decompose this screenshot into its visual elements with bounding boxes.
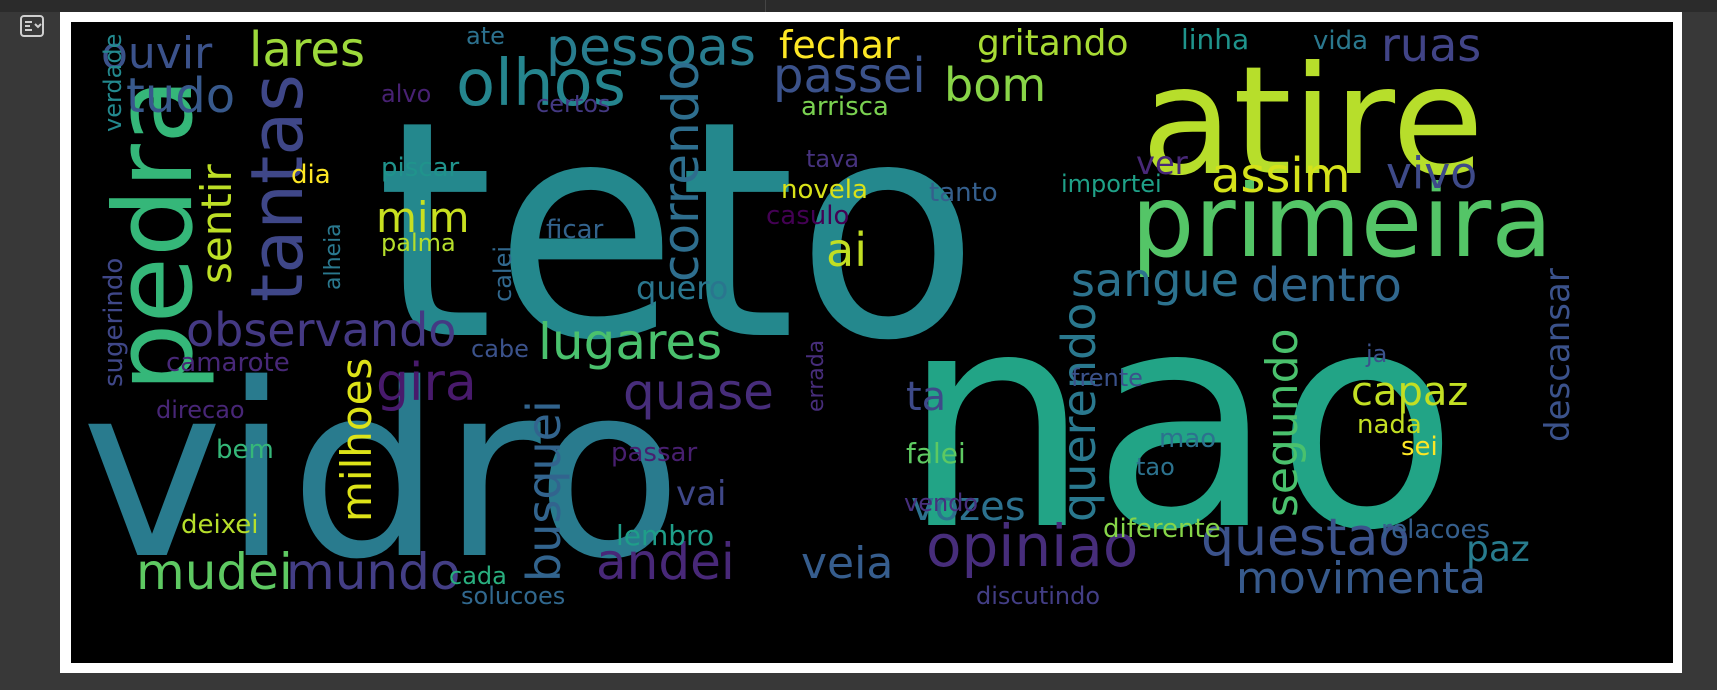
word-mundo: mundo: [286, 543, 461, 601]
word-assim: assim: [1211, 148, 1351, 204]
word-primeira: primeira: [1131, 163, 1553, 280]
word-quero: quero: [636, 269, 729, 307]
word-vendo: vendo: [904, 489, 979, 517]
word-teto: teto: [376, 57, 980, 406]
word-casulo: casulo: [766, 201, 850, 231]
word-milhoes: milhoes: [332, 357, 381, 522]
word-movimenta: movimenta: [1236, 553, 1487, 604]
word-ate: ate: [466, 22, 505, 50]
word-relacoes: relacoes: [1381, 515, 1491, 545]
word-quase: quase: [623, 363, 774, 421]
toolbar-segment: [0, 0, 766, 12]
word-palma: palma: [381, 229, 456, 257]
word-arrisca: arrisca: [801, 92, 889, 122]
word-ja: ja: [1366, 340, 1388, 368]
word-lares: lares: [249, 22, 365, 78]
word-diferente: diferente: [1103, 514, 1221, 544]
word-olhos: olhos: [456, 47, 626, 121]
word-lugares: lugares: [538, 313, 723, 371]
word-vozes: vozes: [911, 484, 1026, 530]
word-questao: questao: [1201, 508, 1411, 568]
word-verdade: verdade: [99, 33, 127, 132]
word-alvo: alvo: [381, 80, 432, 108]
word-ouvir: ouvir: [101, 28, 213, 79]
word-fechar: fechar: [779, 23, 900, 67]
word-vivo: vivo: [1386, 148, 1478, 199]
word-passei: passei: [773, 48, 926, 104]
word-falei: falei: [906, 437, 966, 470]
word-cada: cada: [449, 562, 507, 590]
word-mim: mim: [376, 193, 470, 242]
word-piscar: piscar: [381, 153, 460, 183]
word-paz: paz: [1466, 529, 1530, 570]
word-camarote: camarote: [166, 348, 290, 378]
word-observando: observando: [186, 303, 457, 357]
word-sentir: sentir: [192, 164, 241, 284]
word-passar: passar: [611, 438, 698, 468]
word-cloud-image: teto nao vidro atire primeira pedra tantas olho…: [71, 22, 1673, 663]
word-capaz: capaz: [1351, 369, 1469, 415]
word-veia: veia: [801, 538, 894, 589]
word-novela: novela: [781, 175, 868, 205]
word-tava: tava: [806, 145, 860, 173]
word-mao: mao: [1159, 424, 1217, 454]
word-ruas: ruas: [1381, 22, 1482, 72]
word-calei: calei: [489, 245, 517, 302]
word-querendo: querendo: [1052, 302, 1106, 522]
word-tanto: tanto: [929, 178, 998, 208]
word-errada: errada: [804, 339, 829, 412]
word-lembro: lembro: [616, 519, 715, 552]
word-nada: nada: [1357, 410, 1422, 440]
word-certos: certos: [536, 90, 611, 118]
word-ta: ta: [906, 374, 947, 420]
word-vai: vai: [676, 474, 727, 514]
word-deixei: deixei: [181, 510, 259, 540]
word-importei: importei: [1061, 170, 1162, 198]
word-correndo: correndo: [652, 60, 710, 282]
word-ai: ai: [826, 223, 867, 277]
word-mudei: mudei: [136, 543, 293, 601]
word-tao: tao: [1136, 453, 1175, 481]
word-nao: nao: [901, 247, 1459, 596]
word-atire: atire: [1141, 35, 1485, 209]
word-cabe: cabe: [471, 335, 529, 363]
word-busquei: busquei: [517, 400, 571, 582]
output-toggle-icon[interactable]: [16, 10, 48, 42]
word-solucoes: solucoes: [461, 582, 566, 610]
top-toolbar: [0, 0, 1717, 12]
word-sugerindo: sugerindo: [99, 257, 129, 387]
word-pessoas: pessoas: [546, 22, 756, 78]
word-gritando: gritando: [977, 23, 1129, 64]
word-descansar: descansar: [1538, 268, 1578, 442]
word-discutindo: discutindo: [976, 582, 1101, 610]
word-direcao: direcao: [156, 396, 245, 424]
word-sangue: sangue: [1071, 253, 1239, 307]
word-tudo: tudo: [126, 68, 236, 124]
word-ver: ver: [1136, 144, 1188, 182]
word-segundo: segundo: [1257, 328, 1308, 517]
word-bem: bem: [216, 435, 274, 465]
word-vida: vida: [1313, 26, 1369, 56]
word-andei: andei: [596, 533, 735, 591]
word-frente: frente: [1071, 364, 1143, 392]
word-sei: sei: [1401, 432, 1438, 462]
word-opiniao: opiniao: [926, 512, 1139, 580]
word-gira: gira: [376, 353, 477, 413]
word-ficar: ficar: [546, 215, 604, 245]
word-alheia: alheia: [321, 223, 346, 290]
word-dentro: dentro: [1251, 258, 1402, 312]
word-linha: linha: [1181, 23, 1250, 56]
word-vidro: vidro: [81, 332, 683, 612]
word-dia: dia: [291, 160, 331, 190]
word-bom: bom: [944, 58, 1047, 112]
